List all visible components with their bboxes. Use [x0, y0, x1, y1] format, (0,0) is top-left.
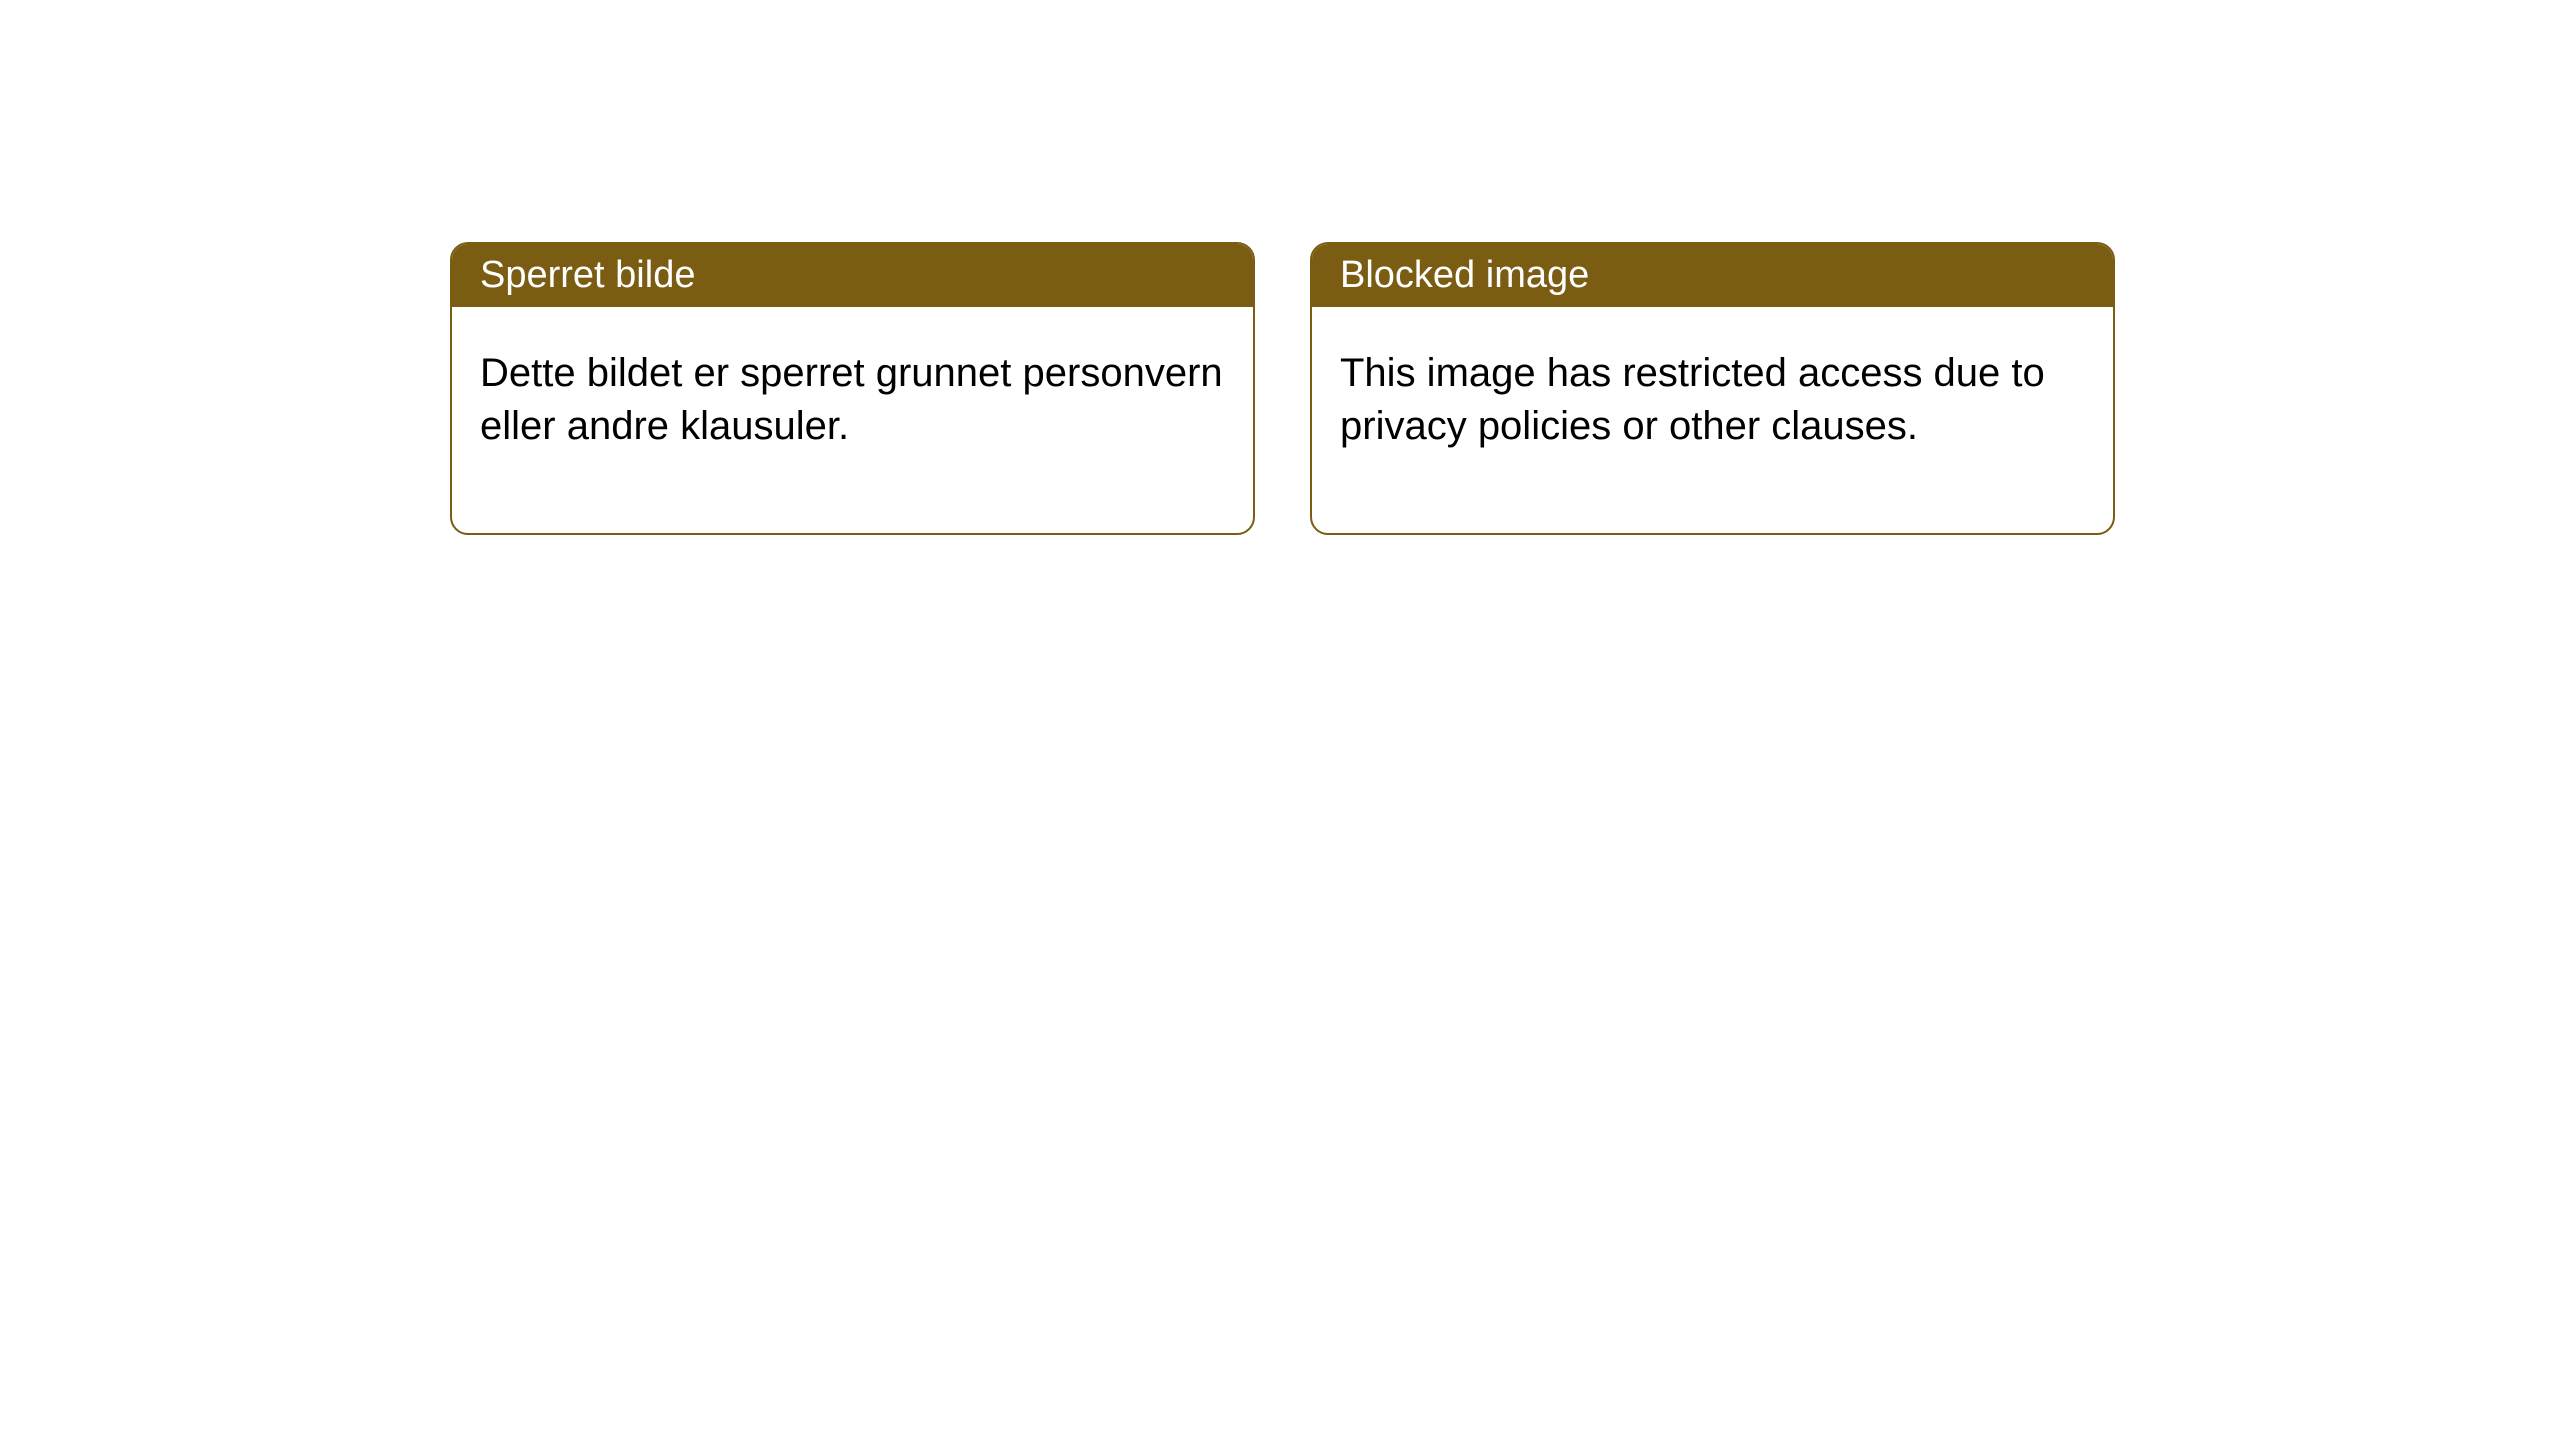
- blocked-image-card-no: Sperret bilde Dette bildet er sperret gr…: [450, 242, 1255, 535]
- card-header-text: Sperret bilde: [480, 254, 695, 296]
- card-header: Sperret bilde: [452, 244, 1253, 307]
- cards-container: Sperret bilde Dette bildet er sperret gr…: [0, 0, 2560, 535]
- card-header: Blocked image: [1312, 244, 2113, 307]
- card-header-text: Blocked image: [1340, 254, 1589, 296]
- card-body: Dette bildet er sperret grunnet personve…: [452, 307, 1253, 533]
- card-body-text: This image has restricted access due to …: [1340, 351, 2045, 448]
- card-body-text: Dette bildet er sperret grunnet personve…: [480, 351, 1223, 448]
- blocked-image-card-en: Blocked image This image has restricted …: [1310, 242, 2115, 535]
- card-body: This image has restricted access due to …: [1312, 307, 2113, 533]
